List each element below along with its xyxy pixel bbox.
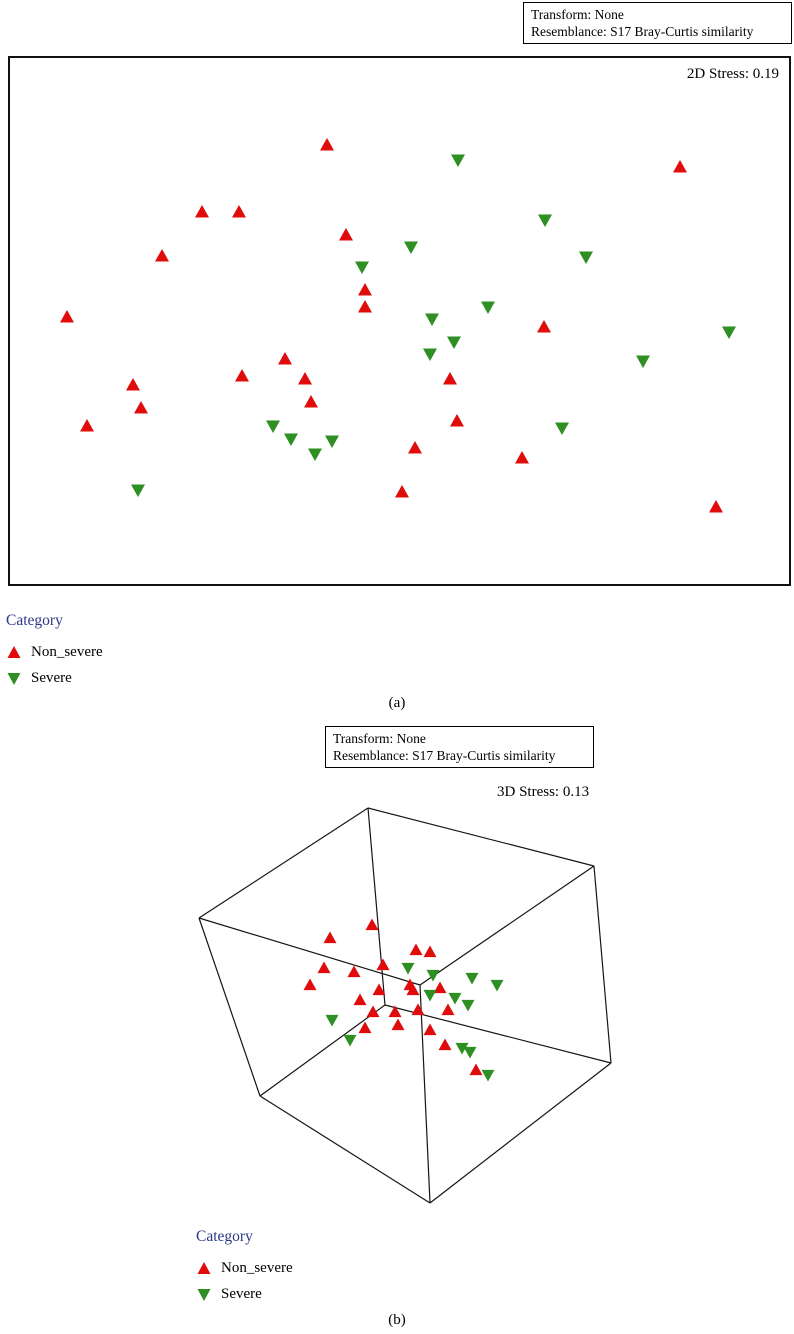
triangle-down-glyph [197, 1289, 211, 1301]
panel-a-legend: Category Non_severe Severe [6, 612, 103, 691]
panel-a-legend-label-severe: Severe [31, 669, 72, 686]
triangle-down-icon [197, 1289, 211, 1301]
panel-b-plot-area [150, 790, 650, 1220]
triangle-down-glyph [7, 673, 21, 685]
triangle-up-glyph [7, 646, 21, 658]
caption-b: (b) [388, 1312, 406, 1328]
panel-a-transform-label: Transform: None [531, 7, 624, 22]
panel-a-legend-item-non-severe: Non_severe [6, 639, 103, 665]
mds-3d-scatter [198, 807, 612, 1204]
stress-2d-label: 2D Stress: 0.19 [686, 66, 779, 82]
panel-b-legend-item-severe: Severe [196, 1281, 293, 1307]
triangle-up-glyph [197, 1262, 211, 1274]
stress-3d-label: 3D Stress: 0.13 [497, 784, 590, 800]
panel-a-legend-title: Category [6, 612, 63, 629]
mds-2d-scatter [60, 138, 736, 513]
panel-a-info-box: Transform: None Resemblance: S17 Bray-Cu… [523, 2, 792, 44]
panel-b-legend-title: Category [196, 1228, 253, 1245]
caption-a: (a) [388, 695, 406, 711]
panel-b-info-box: Transform: None Resemblance: S17 Bray-Cu… [325, 726, 594, 768]
panel-b-legend-item-non-severe: Non_severe [196, 1255, 293, 1281]
panel-b-transform-label: Transform: None [333, 731, 426, 746]
triangle-up-icon [7, 646, 21, 658]
panel-b-legend: Category Non_severe Severe [196, 1228, 293, 1307]
panel-a-resemblance-label: Resemblance: S17 Bray-Curtis similarity [531, 24, 754, 39]
panel-b-resemblance-label: Resemblance: S17 Bray-Curtis similarity [333, 748, 556, 763]
panel-b-legend-label-severe: Severe [221, 1285, 262, 1302]
triangle-up-icon [197, 1262, 211, 1274]
panel-b-legend-label-non-severe: Non_severe [221, 1259, 293, 1276]
panel-a-plot-area: 2D Stress: 0.19 [8, 56, 791, 586]
panel-a-legend-item-severe: Severe [6, 665, 103, 691]
triangle-down-icon [7, 673, 21, 685]
panel-a-legend-label-non-severe: Non_severe [31, 643, 103, 660]
